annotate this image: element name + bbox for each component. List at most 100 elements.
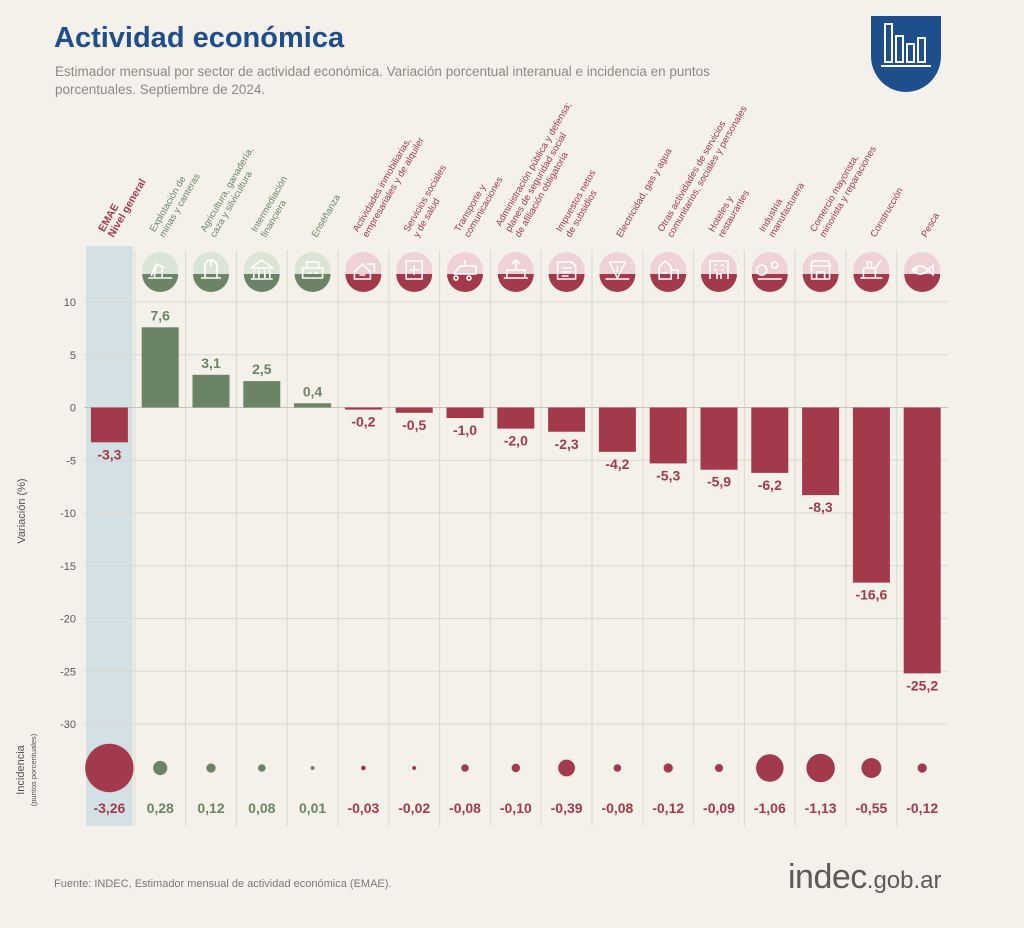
incidence-axis-label: Incidencia [15, 744, 27, 794]
value-label: 7,6 [150, 307, 170, 323]
value-label: -5,3 [656, 467, 680, 483]
incidence-label: 0,01 [299, 800, 326, 816]
oil-pump-icon [142, 252, 179, 292]
category-label: Comercio mayorista,minorista y reparacio… [808, 144, 879, 239]
value-label: -3,3 [97, 446, 121, 462]
bar [192, 374, 230, 408]
icon-base [447, 274, 483, 292]
value-label: -25,2 [906, 677, 938, 693]
incidence-bubble [613, 764, 622, 772]
page-subtitle: Estimador mensual por sector de activida… [55, 64, 710, 97]
incidence-label: -0,08 [601, 800, 633, 816]
incidence-label: -3,26 [93, 800, 125, 816]
icon-glyph [756, 261, 782, 280]
bar [446, 407, 484, 419]
incidence-label: -0,09 [703, 800, 735, 816]
agriculture-icon [193, 252, 229, 292]
value-label: -16,6 [855, 587, 887, 603]
y-tick-label: 0 [70, 403, 76, 415]
category-label: Construcción [868, 186, 905, 240]
icon-base [904, 274, 941, 292]
incidence-bubble [558, 759, 575, 777]
bar [751, 407, 789, 473]
y-tick-label: 10 [64, 297, 76, 309]
bar [903, 407, 941, 674]
icon-glyph [658, 260, 680, 280]
icon-base [751, 274, 788, 292]
category-label: Enseñanza [310, 192, 344, 239]
indec-brand[interactable]: indec.gob.ar [788, 858, 942, 897]
icon-glyph [249, 259, 274, 280]
incidence-bubble [361, 765, 366, 771]
value-label: -1,0 [453, 422, 477, 438]
icon-glyph [503, 259, 528, 279]
icon-glyph [605, 261, 630, 280]
taxes-icon [548, 252, 585, 292]
y-tick-label: -30 [60, 719, 76, 731]
icon-glyph [301, 261, 324, 279]
category-label-line: Actividades inmobiliarias, [351, 136, 414, 234]
incidence-bubble [310, 766, 315, 770]
incidence-bubble [511, 763, 521, 773]
y-tick-label: -10 [60, 508, 76, 520]
bar [802, 407, 840, 496]
bar [548, 407, 586, 432]
y-axis-label: Variación (%) [16, 478, 28, 543]
incidence-label: -0,12 [652, 800, 684, 816]
value-label: -2,0 [504, 433, 528, 449]
icon-base [701, 274, 737, 292]
school-icon [294, 252, 331, 292]
bar [243, 381, 281, 408]
incidence-bubble [153, 760, 168, 776]
icon-glyph [556, 261, 577, 280]
incidence-label: 0,08 [248, 800, 275, 816]
brand-suffix: .gob.ar [866, 867, 942, 894]
community-icon [650, 252, 687, 292]
icon-base [345, 274, 382, 292]
hotel-icon [701, 252, 737, 292]
incidence-label: -0,55 [855, 800, 887, 816]
icon-base [243, 274, 280, 292]
highlight-column [86, 246, 133, 826]
incidence-label: -0,08 [449, 800, 481, 816]
bar [141, 327, 179, 408]
bar [852, 407, 890, 583]
incidence-bubble [206, 763, 216, 773]
brand-main: indec [788, 858, 867, 896]
icon-base [802, 274, 839, 292]
value-label: -5,9 [707, 474, 731, 490]
icon-base [497, 274, 534, 292]
y-tick-label: 5 [70, 350, 76, 362]
incidence-bubble [461, 764, 469, 772]
indec-chart-logo-icon [871, 16, 941, 92]
incidence-label: -0,03 [347, 800, 379, 816]
source-note: Fuente: INDEC, Estimador mensual de acti… [54, 878, 392, 890]
y-tick-label: -25 [60, 666, 76, 678]
incidence-label: 0,28 [147, 800, 174, 816]
bar [700, 407, 738, 470]
icon-glyph [201, 259, 221, 279]
bar [344, 407, 382, 410]
icon-base [142, 274, 179, 292]
bank-icon [243, 252, 280, 292]
icon-base [853, 274, 890, 292]
value-label: -6,2 [758, 477, 782, 493]
incidence-axis-sublabel: (puntos porcentuales) [29, 733, 38, 806]
value-label: 2,5 [252, 361, 272, 377]
transport-icon [447, 252, 483, 292]
icon-base [396, 274, 433, 292]
icon-glyph [453, 260, 477, 281]
icon-glyph [353, 263, 376, 280]
government-icon [497, 252, 534, 292]
construction-icon [853, 252, 890, 292]
shop-icon [802, 252, 839, 292]
value-label: -8,3 [809, 499, 833, 515]
incidence-label: -1,06 [754, 800, 786, 816]
